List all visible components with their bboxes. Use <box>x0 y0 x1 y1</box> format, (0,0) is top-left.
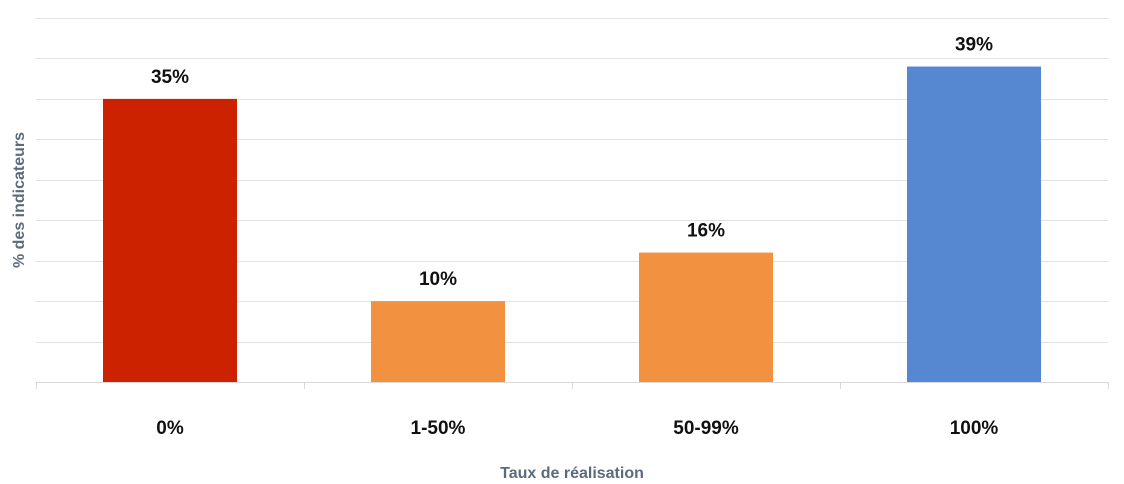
x-axis <box>36 382 1109 389</box>
x-axis-title: Taux de réalisation <box>500 465 644 482</box>
x-tick-label-2: 50-99% <box>673 418 739 439</box>
x-tick-label-1: 1-50% <box>411 418 466 439</box>
data-label-0: 35% <box>151 67 189 88</box>
data-labels: 35% 10% 16% 39% <box>151 35 993 291</box>
bar-2 <box>639 252 773 382</box>
x-tick-labels: 0% 1-50% 50-99% 100% <box>156 418 998 439</box>
bar-0 <box>103 98 237 382</box>
y-axis-title: % des indicateurs <box>11 132 28 268</box>
data-label-2: 16% <box>687 221 725 242</box>
bars <box>103 66 1041 383</box>
x-tick-label-0: 0% <box>156 418 184 439</box>
data-label-3: 39% <box>955 35 993 56</box>
bar-1 <box>371 301 505 382</box>
x-tick-label-3: 100% <box>950 418 999 439</box>
bar-3 <box>907 66 1041 383</box>
data-label-1: 10% <box>419 269 457 290</box>
